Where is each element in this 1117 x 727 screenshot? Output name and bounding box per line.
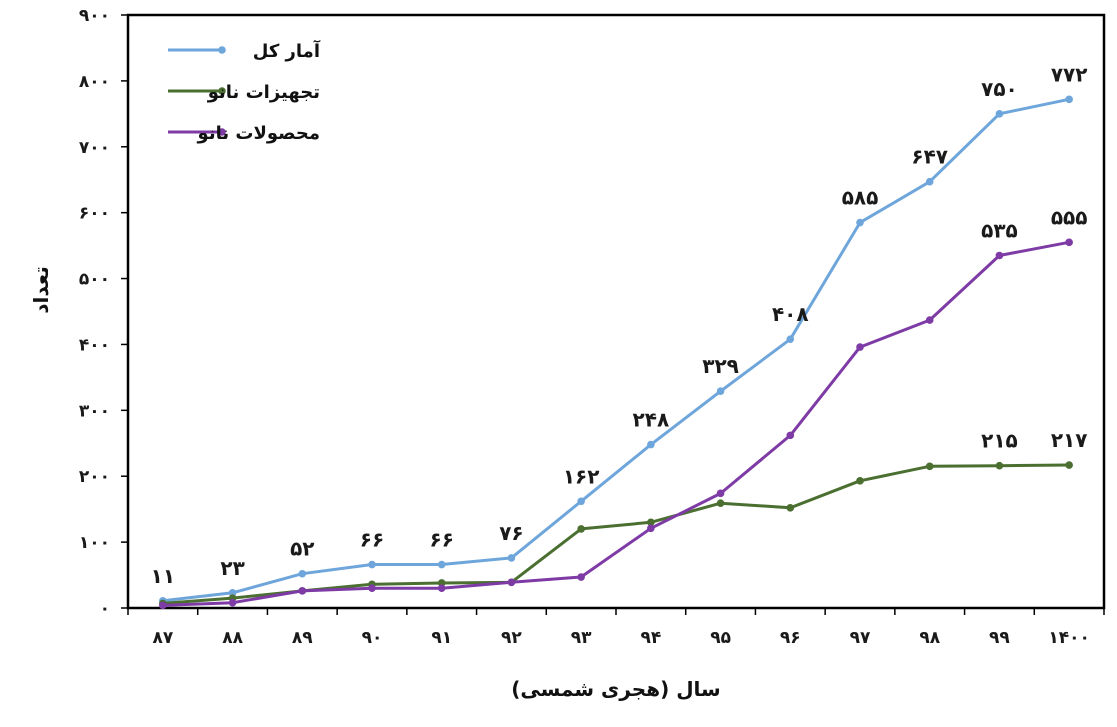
data-label: ۶۶ bbox=[360, 528, 384, 552]
data-label: ۵۵۵ bbox=[1051, 205, 1088, 229]
data-point bbox=[925, 177, 934, 186]
data-label: ۵۸۵ bbox=[842, 186, 879, 210]
data-point bbox=[786, 335, 795, 343]
data-point bbox=[159, 601, 167, 610]
data-point bbox=[228, 598, 237, 607]
data-point bbox=[1065, 238, 1073, 247]
data-point bbox=[925, 462, 934, 471]
data-point bbox=[577, 525, 585, 533]
y-tick-label: ۷۰۰ bbox=[79, 138, 110, 158]
legend-marker bbox=[218, 128, 226, 136]
data-point bbox=[786, 504, 795, 512]
x-axis-ticks: ۸۷ ۸۸ ۸۹ ۹۰ ۹۱ ۹۲ ۹۳ ۹۴ ۹۵ ۹۶ ۹۷ ۹۸ ۹۹ ۱۴۰۰ bbox=[127, 608, 1105, 648]
data-label: ۳۲۹ bbox=[702, 354, 739, 378]
data-label: ۶۶ bbox=[430, 528, 454, 552]
x-tick-label: ۹۰ bbox=[362, 628, 383, 648]
data-point bbox=[437, 560, 446, 569]
data-label: ۱۶۲ bbox=[563, 464, 600, 488]
plot-frame bbox=[126, 13, 1106, 610]
data-point bbox=[716, 387, 725, 396]
series-line-1 bbox=[162, 463, 1070, 605]
data-point bbox=[647, 524, 655, 533]
data-point bbox=[1065, 95, 1073, 104]
legend-label: تجهیزات نانو bbox=[207, 82, 320, 103]
data-point bbox=[368, 584, 376, 593]
data-labels: ۱۱ ۲۳ ۵۲ ۶۶ ۶۶ ۷۶ ۱۶۲ ۲۴۸ ۳۲۹ ۴۰۸ ۵۸۵ ۶۴۷ ۷۵۰ ۷۷۲ ۲۱۵ ۲… bbox=[151, 62, 1088, 587]
data-point bbox=[856, 343, 864, 351]
data-point bbox=[647, 440, 655, 449]
data-label: ۲۳ bbox=[220, 556, 244, 580]
x-tick-label: ۹۳ bbox=[571, 628, 592, 648]
data-label: ۲۴۸ bbox=[633, 408, 670, 432]
data-label: ۷۶ bbox=[499, 521, 523, 545]
legend-marker bbox=[218, 87, 226, 95]
y-tick-label: ۸۰۰ bbox=[79, 72, 110, 92]
data-label: ۱۱ bbox=[151, 564, 175, 588]
x-tick-label: ۸۷ bbox=[152, 628, 173, 648]
series-layer bbox=[159, 95, 1073, 610]
series-line-0 bbox=[162, 97, 1070, 603]
data-point bbox=[647, 518, 655, 527]
data-point bbox=[995, 251, 1004, 260]
data-point bbox=[298, 587, 307, 595]
data-point bbox=[716, 499, 725, 508]
data-label: ۲۱۵ bbox=[981, 429, 1018, 453]
x-axis-title: سال (هجری شمسی) bbox=[511, 677, 720, 701]
data-label: ۵۲ bbox=[290, 537, 314, 561]
y-tick-label: ۳۰۰ bbox=[79, 401, 110, 421]
data-point bbox=[437, 584, 446, 593]
data-label: ۷۷۲ bbox=[1051, 62, 1088, 86]
data-point bbox=[925, 316, 934, 324]
data-label: ۲۱۷ bbox=[1051, 428, 1088, 452]
y-tick-label: ۶۰۰ bbox=[79, 204, 110, 224]
x-tick-label: ۸۸ bbox=[222, 628, 243, 648]
data-point bbox=[856, 218, 864, 227]
x-tick-label: ۹۱ bbox=[431, 628, 452, 648]
x-tick-label: ۹۸ bbox=[919, 628, 940, 648]
x-tick-label: ۹۴ bbox=[640, 628, 661, 648]
x-tick-label: ۹۷ bbox=[850, 628, 871, 648]
x-tick-label: ۹۶ bbox=[780, 628, 801, 648]
legend: آمار کل تجهیزات نانو محصولات نانو bbox=[168, 39, 321, 144]
data-point bbox=[995, 110, 1004, 118]
data-point bbox=[577, 497, 585, 506]
y-tick-label: ۴۰۰ bbox=[79, 335, 110, 355]
data-label: ۴۰۸ bbox=[772, 302, 809, 326]
y-axis-ticks: ۰ ۱۰۰ ۲۰۰ ۳۰۰ ۴۰۰ ۵۰۰ ۶۰۰ ۷۰۰ ۸۰۰ ۹۰۰ bbox=[79, 6, 128, 619]
data-label: ۷۵۰ bbox=[981, 77, 1018, 101]
data-point bbox=[716, 489, 725, 498]
y-tick-label: ۰ bbox=[100, 599, 110, 619]
data-point bbox=[507, 578, 516, 587]
data-point bbox=[856, 477, 864, 485]
data-point bbox=[437, 579, 446, 587]
data-label: ۶۴۷ bbox=[911, 145, 948, 169]
x-tick-label: ۸۹ bbox=[292, 628, 313, 648]
legend-label: محصولات نانو bbox=[197, 123, 320, 144]
data-point bbox=[577, 573, 585, 581]
data-point bbox=[786, 431, 795, 440]
x-tick-label: ۹۵ bbox=[710, 628, 731, 648]
y-axis-title: تعداد bbox=[29, 266, 53, 313]
y-tick-label: ۹۰۰ bbox=[79, 6, 110, 26]
legend-label: آمار کل bbox=[253, 39, 321, 62]
data-point bbox=[995, 461, 1004, 470]
data-label: ۵۳۵ bbox=[981, 218, 1018, 242]
data-point bbox=[298, 569, 307, 578]
legend-marker bbox=[218, 46, 226, 54]
data-point bbox=[507, 554, 516, 562]
data-point bbox=[368, 560, 376, 569]
x-tick-label: ۹۹ bbox=[989, 628, 1010, 648]
x-tick-label: ۹۲ bbox=[501, 628, 522, 648]
x-tick-label: ۱۴۰۰ bbox=[1048, 628, 1090, 648]
data-point bbox=[1065, 461, 1073, 469]
data-point bbox=[228, 589, 237, 597]
y-tick-label: ۲۰۰ bbox=[79, 467, 110, 487]
series-line-2 bbox=[162, 240, 1070, 607]
y-tick-label: ۵۰۰ bbox=[79, 270, 110, 290]
y-tick-label: ۱۰۰ bbox=[79, 533, 110, 553]
